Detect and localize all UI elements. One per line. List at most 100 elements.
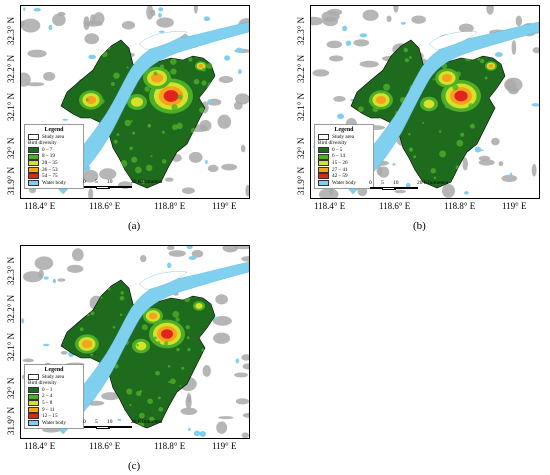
diversity-speck [401, 171, 408, 179]
longitude-tick-label: 118.6° E [89, 201, 121, 211]
diversity-speck [484, 76, 488, 80]
diversity-zone [423, 99, 435, 109]
urban-patch [501, 174, 518, 183]
diversity-speck [110, 81, 115, 86]
urban-patch [312, 69, 330, 77]
urban-patch [88, 188, 94, 198]
urban-patch [186, 393, 192, 403]
diversity-speck [132, 131, 136, 135]
latitude-tick-label: 32.1° N [296, 92, 306, 121]
legend-label: 36 – 53 [42, 166, 58, 173]
legend-label: Water body [42, 419, 66, 426]
scale-tick-label: 5 [95, 419, 98, 425]
diversity-speck [141, 180, 146, 184]
latitude-tick-label: 32.2° N [6, 294, 16, 323]
diversity-speck [368, 99, 373, 104]
scale-tick-label: 20 Kilometers [131, 419, 163, 425]
river-island [138, 271, 188, 291]
diversity-speck [139, 390, 143, 393]
scale-bar-segment [84, 426, 96, 428]
latitude-tick-label: 32° N [6, 137, 16, 159]
diversity-speck [96, 395, 100, 399]
latitude-tick-label: 32.3° N [296, 16, 306, 45]
scale-bar-segment [108, 426, 132, 428]
scale-tick-label: 5 [95, 179, 98, 185]
diversity-speck [124, 119, 132, 127]
diversity-speck [85, 51, 89, 54]
diversity-speck [73, 46, 80, 53]
lake [203, 16, 211, 22]
urban-patch [241, 256, 249, 262]
legend-swatch [318, 160, 329, 167]
latitude-tick-label: 32.3° N [6, 16, 16, 45]
lake [23, 7, 26, 11]
lake [199, 431, 207, 437]
diversity-zone [488, 63, 494, 69]
lake [167, 262, 172, 269]
urban-patch [43, 71, 56, 81]
legend-item: 5 – 8 [28, 400, 80, 407]
urban-patch [394, 189, 406, 194]
diversity-speck [428, 109, 431, 112]
diversity-speck [99, 98, 105, 104]
legend-swatch [28, 373, 39, 380]
legend-label: 27 – 41 [332, 166, 348, 173]
diversity-speck [158, 407, 164, 412]
lake [345, 40, 352, 46]
urban-patch [491, 137, 500, 146]
legend-swatch [28, 413, 39, 420]
diversity-speck [380, 90, 383, 94]
legend-label: Water body [332, 179, 356, 186]
urban-patch [234, 372, 248, 378]
lake [88, 54, 97, 60]
diversity-zone [195, 303, 203, 309]
diversity-speck [170, 58, 177, 65]
legend-label: Water body [42, 179, 66, 186]
panel-label: (a) [128, 220, 141, 232]
urban-patch [241, 432, 249, 438]
scale-tick-label: 10 [393, 180, 399, 186]
scale-tick-label: 0 [369, 180, 372, 186]
diversity-speck [112, 325, 116, 329]
diversity-speck [361, 47, 365, 51]
lake [52, 278, 56, 284]
urban-patch [82, 169, 99, 183]
latitude-tick-label: 31.9° N [296, 166, 306, 195]
longitude-tick-label: 118.6° E [89, 441, 121, 451]
lake [205, 159, 208, 165]
legend-item: 0 – 7 [28, 147, 80, 154]
legend-label: 0 – 1 [42, 386, 53, 393]
urban-patch [191, 249, 204, 258]
legend-label: Bird diversity [28, 140, 57, 147]
urban-patch [386, 15, 392, 23]
legend-swatch [28, 400, 39, 407]
lake [392, 163, 396, 166]
diversity-speck [164, 341, 169, 346]
legend-swatch [318, 153, 329, 160]
diversity-speck [101, 50, 108, 58]
longitude-tick-label: 118.8° E [444, 201, 476, 211]
legend-label: Study area [332, 133, 355, 140]
diversity-speck [114, 402, 121, 409]
longitude-tick-label: 118.8° E [154, 201, 186, 211]
lake [186, 246, 193, 250]
urban-patch [486, 6, 494, 15]
legend-swatch [318, 166, 329, 173]
legend-item: 27 – 41 [318, 167, 370, 174]
longitude-tick-label: 118.4° E [314, 201, 346, 211]
diversity-speck [129, 403, 132, 407]
urban-patch [121, 21, 136, 30]
lake [117, 418, 122, 422]
urban-patch [188, 151, 203, 163]
legend-label: 42 – 59 [332, 173, 348, 180]
legend-item: 9 – 11 [28, 407, 80, 414]
diversity-speck [496, 131, 500, 135]
lake [224, 55, 231, 61]
urban-patch [240, 144, 246, 153]
lake [21, 318, 25, 324]
legend-swatch [318, 147, 329, 154]
longitude-tick-label: 119° E [502, 201, 527, 211]
diversity-speck [175, 317, 180, 322]
diversity-speck [193, 78, 200, 85]
